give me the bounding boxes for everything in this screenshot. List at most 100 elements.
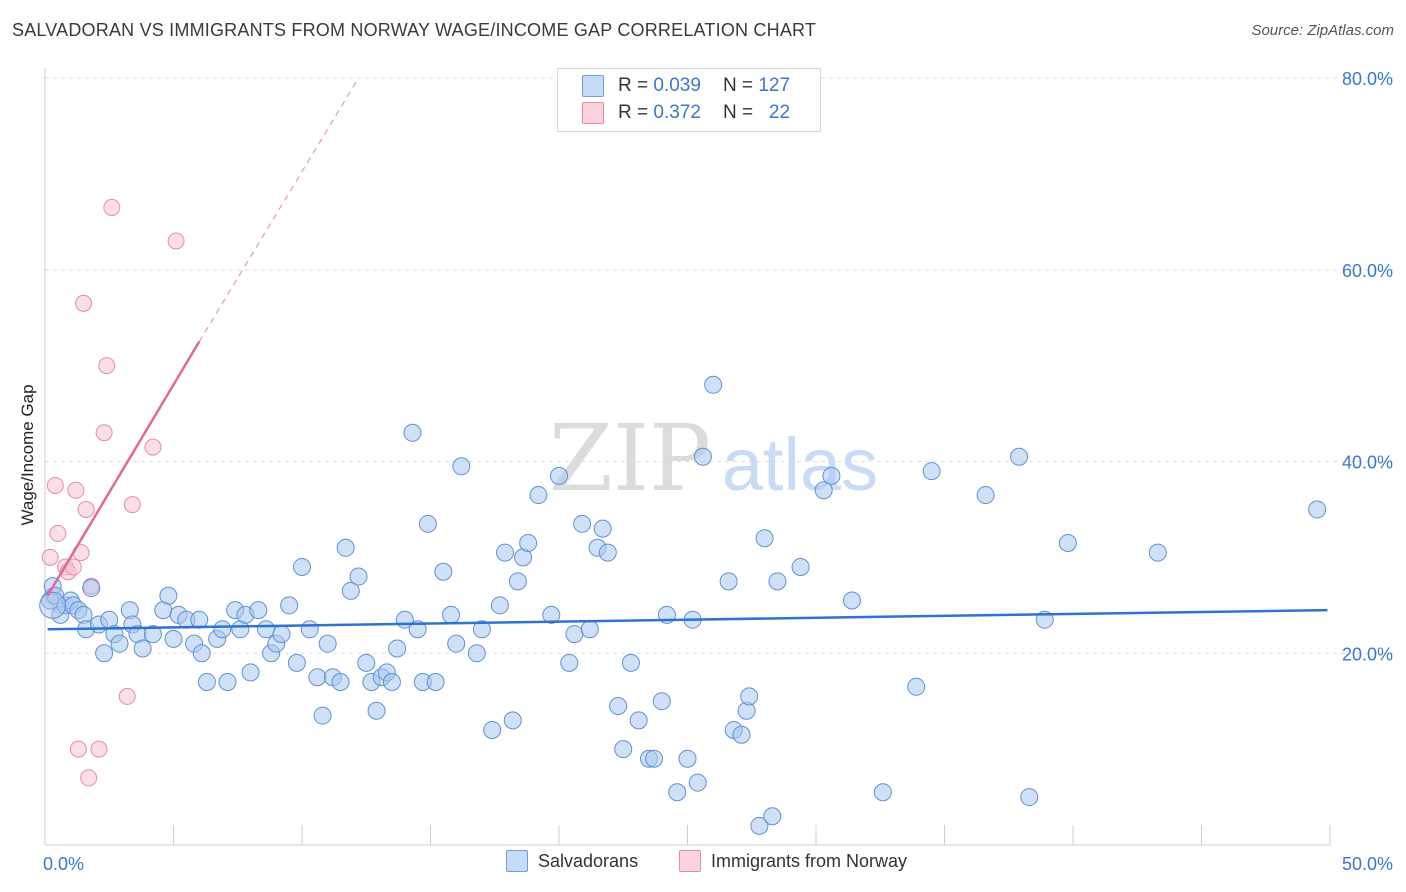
- series-norway-points: [41, 198, 185, 787]
- watermark-atlas: atlas: [722, 423, 878, 506]
- salvadoran-point: [300, 620, 319, 639]
- salvadoran-point: [645, 749, 664, 768]
- norway-trend-extension: [198, 77, 360, 342]
- salvadoran-point: [755, 529, 774, 548]
- x-tick-label: 50.0%: [1342, 854, 1393, 874]
- salvadoran-point: [452, 457, 471, 476]
- salvadoran-point: [842, 591, 861, 610]
- legend-swatch-blue: [582, 75, 604, 97]
- legend-row-salvadorans: R = 0.039 N = 127: [582, 75, 790, 97]
- norway-point: [77, 500, 95, 518]
- salvadoran-point: [197, 673, 216, 692]
- salvadoran-point: [719, 572, 738, 591]
- salvadoran-point: [159, 586, 178, 605]
- salvadoran-point: [550, 466, 568, 485]
- bottom-legend: Salvadorans Immigrants from Norway: [0, 850, 1406, 878]
- salvadoran-point: [418, 514, 437, 533]
- r-value: 0.372: [653, 102, 701, 123]
- salvadoran-point: [688, 773, 707, 792]
- n-label: N =: [722, 102, 754, 123]
- legend-swatch-norway: [679, 850, 701, 872]
- salvadoran-point: [822, 466, 841, 485]
- legend-item-salvadorans[interactable]: Salvadorans: [506, 850, 638, 872]
- salvadoran-point: [331, 673, 350, 692]
- salvadoran-point: [218, 673, 237, 692]
- norway-point: [41, 548, 59, 566]
- legend-label-norway: Immigrants from Norway: [711, 850, 908, 871]
- salvadoran-point: [318, 634, 337, 653]
- norway-point: [123, 496, 141, 514]
- series-salvadorans-points: [39, 375, 1327, 835]
- watermark-zip: ZIP: [549, 405, 711, 512]
- legend-item-norway[interactable]: Immigrants from Norway: [679, 850, 907, 872]
- norway-point: [167, 232, 185, 250]
- salvadoran-point: [249, 601, 268, 620]
- gridlines: [45, 77, 1395, 654]
- chart-title: SALVADORAN VS IMMIGRANTS FROM NORWAY WAG…: [12, 20, 817, 40]
- norway-point: [46, 476, 64, 494]
- r-value: 0.039: [653, 75, 701, 96]
- legend-label-salvadorans: Salvadorans: [538, 850, 639, 871]
- legend-swatch-pink: [582, 102, 604, 124]
- salvadoran-point: [367, 701, 386, 720]
- salvadoran-point: [629, 711, 648, 730]
- salvadoran-point: [565, 625, 584, 644]
- salvadoran-point: [768, 572, 787, 591]
- salvadoran-point: [907, 677, 926, 696]
- salvadoran-point: [542, 605, 561, 624]
- salvadoran-point: [873, 783, 892, 802]
- salvadoran-point: [82, 579, 101, 598]
- y-tick-label: 20.0%: [1342, 644, 1393, 664]
- salvadoran-point: [732, 725, 751, 744]
- y-tick-label: 40.0%: [1342, 453, 1393, 473]
- salvadoran-point: [529, 486, 548, 505]
- salvadoran-point: [241, 663, 260, 682]
- norway-point: [80, 769, 98, 787]
- source-label: Source: ZipAtlas.com: [1251, 22, 1394, 39]
- legend-row-norway: R = 0.372 N = 22: [582, 102, 790, 124]
- salvadoran-point: [143, 625, 162, 644]
- salvadoran-point: [293, 557, 311, 576]
- norway-point: [144, 438, 162, 456]
- salvadoran-point: [39, 591, 67, 619]
- salvadoran-point: [447, 634, 466, 653]
- salvadoran-point: [442, 605, 461, 624]
- n-value: 127: [758, 75, 791, 96]
- salvadoran-point: [483, 720, 502, 739]
- trend-lines: [46, 77, 1328, 631]
- salvadorans-trend-line: [47, 608, 1328, 631]
- salvadoran-point: [467, 644, 486, 663]
- salvadoran-point: [580, 620, 599, 639]
- salvadoran-point: [976, 486, 995, 505]
- salvadoran-point: [791, 557, 810, 576]
- salvadoran-point: [609, 696, 628, 715]
- salvadoran-point: [313, 706, 332, 725]
- salvadoran-point: [750, 816, 769, 835]
- y-tick-label: 80.0%: [1342, 69, 1393, 89]
- salvadoran-point: [257, 620, 276, 639]
- salvadoran-point: [593, 519, 612, 538]
- norway-point: [118, 687, 136, 705]
- salvadoran-point: [1308, 500, 1327, 519]
- salvadoran-point: [573, 514, 592, 533]
- salvadoran-point: [814, 481, 833, 500]
- y-tick-label: 60.0%: [1342, 261, 1393, 281]
- r-label: R =: [618, 102, 649, 123]
- r-label: R =: [618, 75, 649, 96]
- salvadoran-point: [922, 462, 941, 481]
- salvadoran-point: [678, 749, 697, 768]
- salvadoran-point: [213, 620, 232, 639]
- salvadoran-point: [190, 610, 209, 629]
- salvadoran-point: [287, 653, 306, 672]
- salvadoran-point: [192, 644, 211, 663]
- salvadoran-point: [704, 375, 723, 394]
- salvadoran-point: [349, 567, 368, 586]
- salvadoran-point: [164, 629, 183, 648]
- salvadoran-point: [1020, 788, 1039, 807]
- correlation-legend: R = 0.039 N = 127 R = 0.372 N = 22: [557, 68, 821, 132]
- salvadoran-point: [652, 692, 671, 711]
- x-tick-label: 0.0%: [43, 854, 84, 874]
- salvadoran-point: [693, 447, 712, 466]
- salvadoran-point: [503, 711, 522, 730]
- salvadoran-point: [434, 562, 453, 581]
